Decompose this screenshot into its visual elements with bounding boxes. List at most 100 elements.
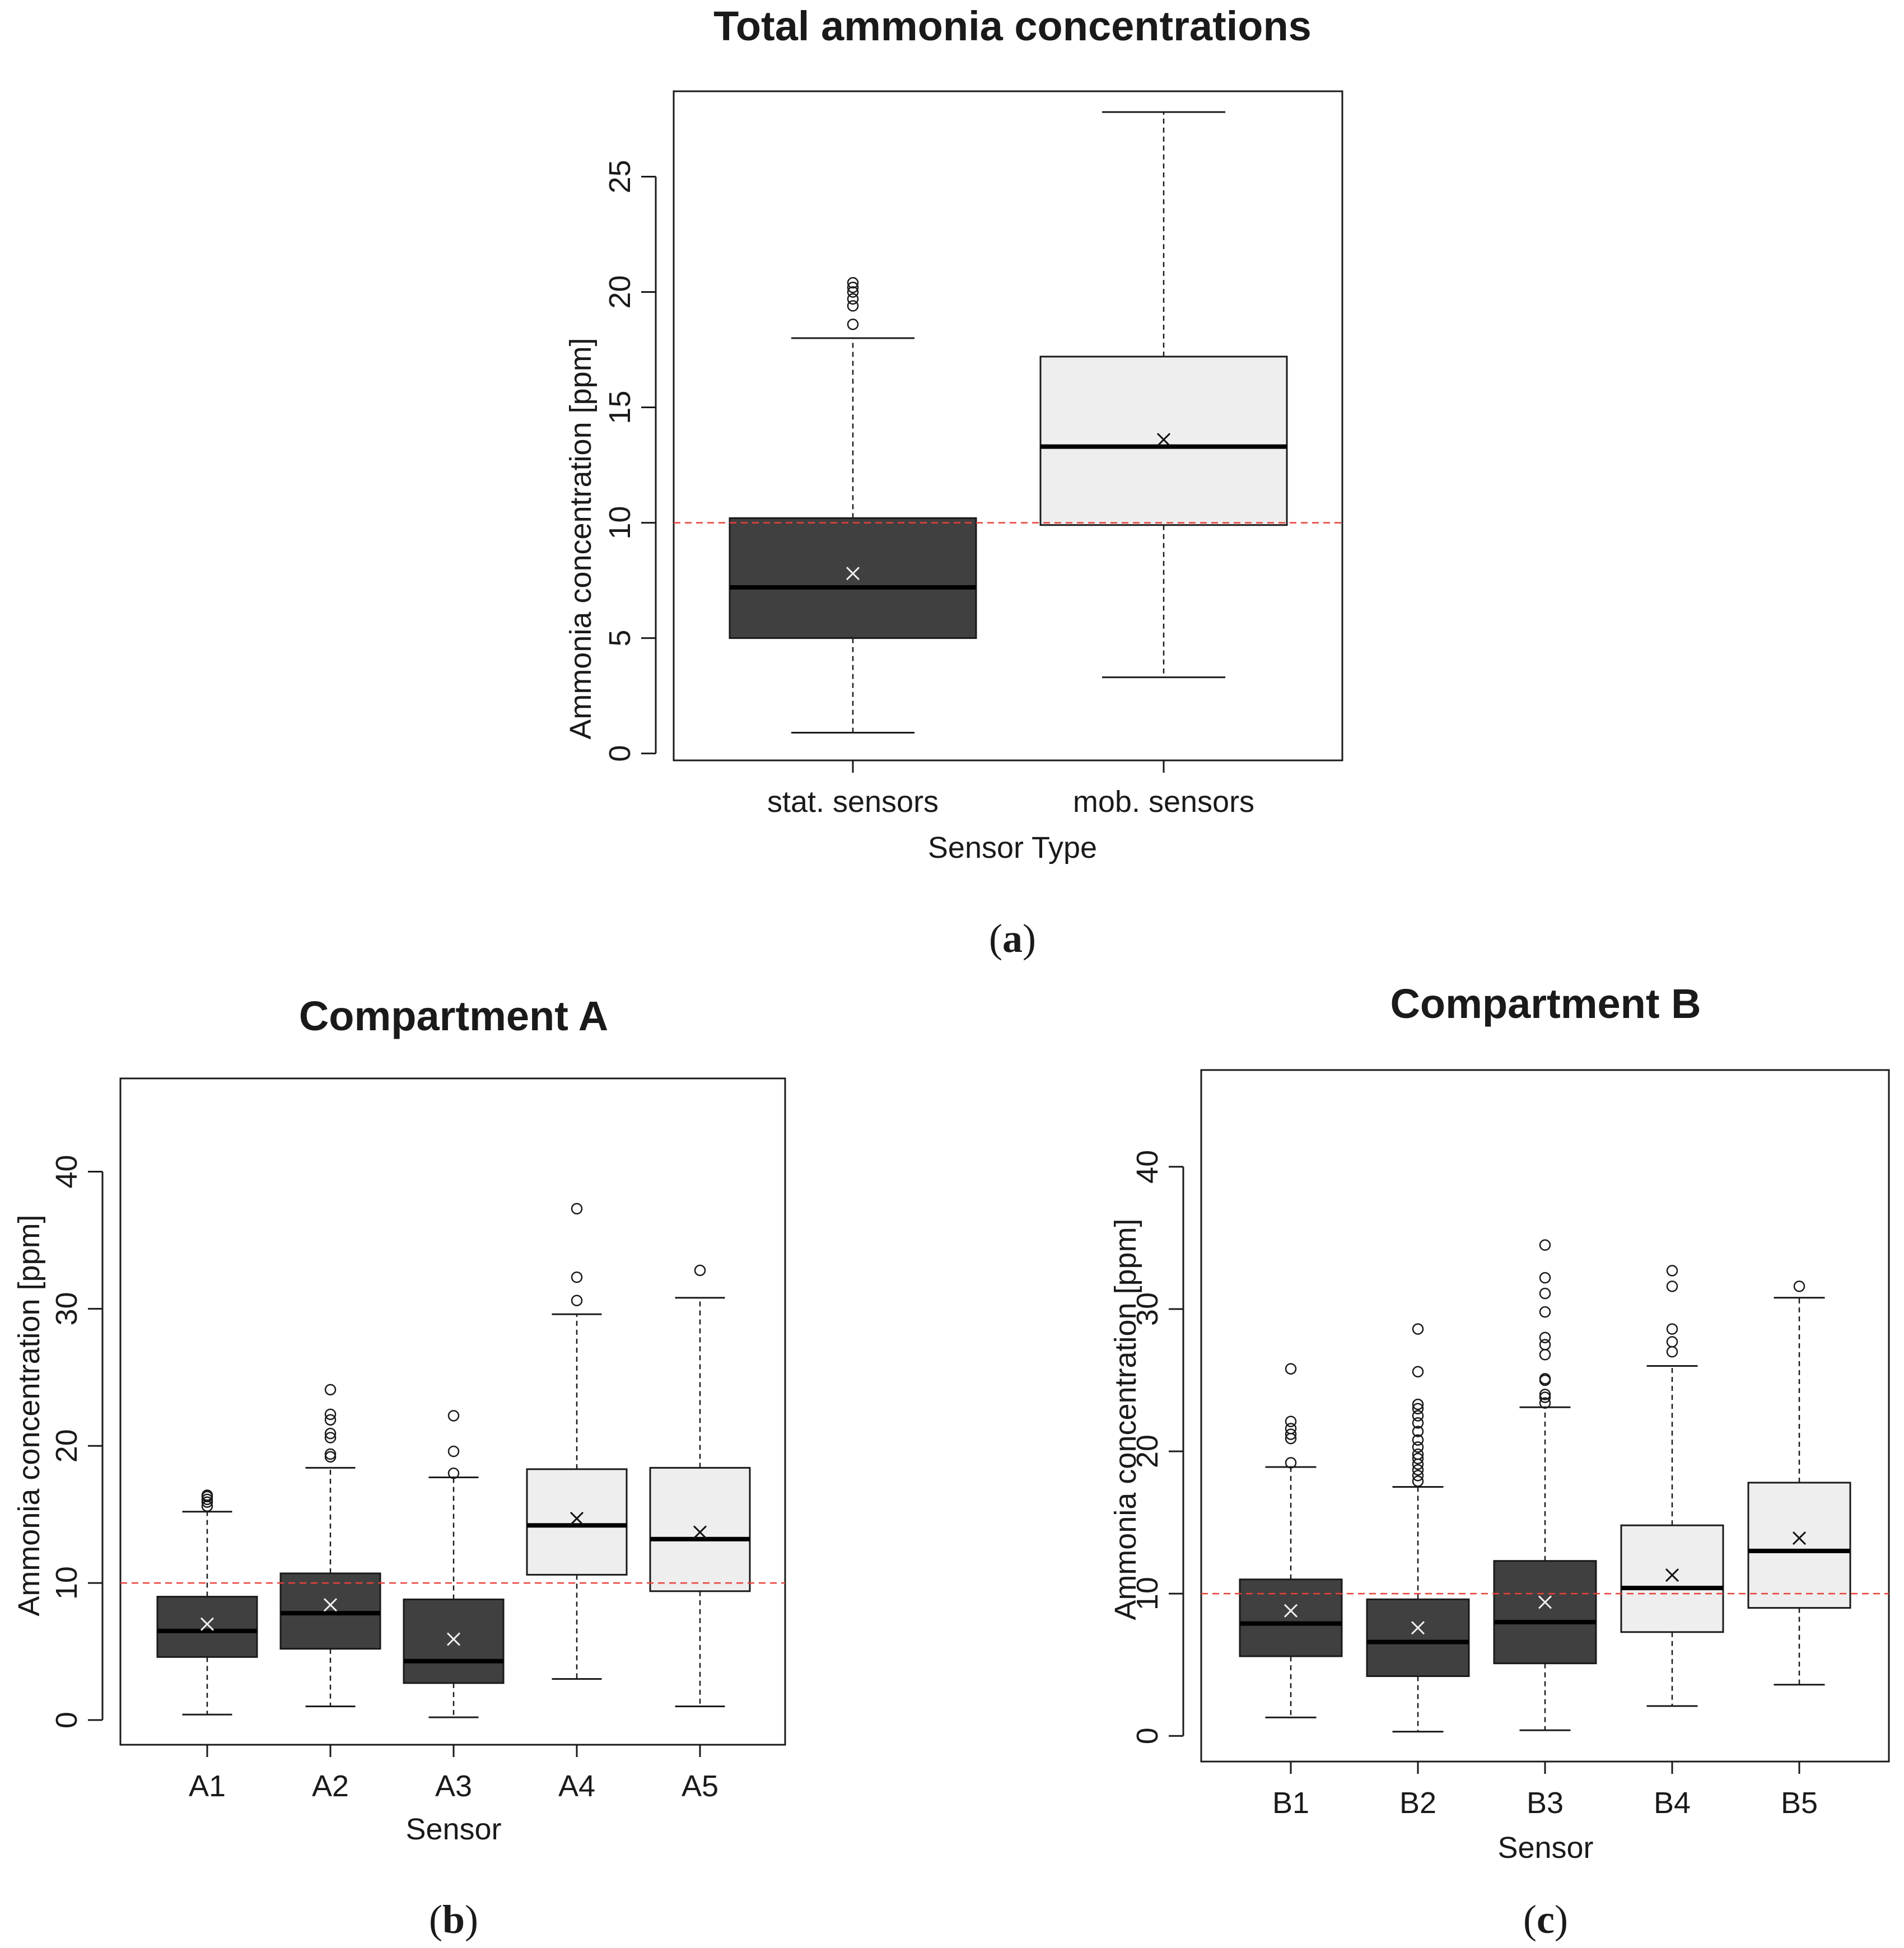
y-axis-label: Ammonia concentration [ppm] bbox=[12, 1214, 46, 1616]
outlier-point bbox=[324, 1427, 337, 1440]
y-tick-label: 10 bbox=[50, 1566, 83, 1600]
y-tick-label: 0 bbox=[50, 1712, 83, 1729]
y-tick-label: 15 bbox=[603, 390, 637, 424]
outlier-point bbox=[847, 286, 859, 298]
y-axis-label: Ammonia concentration [ppm] bbox=[1109, 1218, 1142, 1620]
outlier-point bbox=[1539, 1272, 1551, 1284]
box-b3 bbox=[1493, 1239, 1597, 1731]
box-stat-sensors bbox=[729, 277, 977, 734]
outlier-point bbox=[1793, 1281, 1805, 1292]
outlier-point bbox=[324, 1384, 337, 1396]
outlier-point bbox=[1285, 1457, 1297, 1469]
outlier-point bbox=[1285, 1423, 1297, 1435]
outlier-point bbox=[1539, 1348, 1551, 1361]
outlier-point bbox=[1285, 1363, 1297, 1375]
outlier-point bbox=[571, 1271, 583, 1283]
chart-title: Total ammonia concentrations bbox=[713, 3, 1312, 49]
outlier-point bbox=[571, 1295, 583, 1306]
outlier-point bbox=[324, 1414, 337, 1426]
x-tick-label: A5 bbox=[682, 1769, 718, 1803]
outlier-point bbox=[447, 1445, 460, 1458]
mean-marker bbox=[1665, 1568, 1679, 1582]
outlier-point bbox=[1412, 1448, 1424, 1460]
box-body bbox=[526, 1468, 628, 1576]
outlier-point bbox=[1412, 1403, 1424, 1415]
y-tick-label: 20 bbox=[1131, 1435, 1164, 1468]
box-a2 bbox=[279, 1384, 381, 1707]
y-tick-label: 10 bbox=[1131, 1577, 1164, 1610]
plot-frame bbox=[673, 90, 1343, 762]
mean-marker bbox=[446, 1632, 461, 1646]
outlier-point bbox=[1539, 1339, 1551, 1351]
x-tick-label: B3 bbox=[1527, 1786, 1564, 1820]
mean-marker bbox=[1284, 1604, 1298, 1618]
y-tick-label: 0 bbox=[1131, 1727, 1164, 1744]
y-tick-label: 40 bbox=[50, 1155, 83, 1188]
x-axis-label: Sensor bbox=[1497, 1831, 1593, 1865]
box-body bbox=[649, 1466, 751, 1592]
outlier-point bbox=[201, 1489, 213, 1501]
box-body bbox=[403, 1598, 505, 1684]
x-tick-label: A1 bbox=[189, 1769, 226, 1803]
outlier-point bbox=[1412, 1464, 1424, 1476]
outlier-point bbox=[1412, 1426, 1424, 1437]
outlier-point bbox=[1539, 1373, 1551, 1385]
mean-marker bbox=[1411, 1621, 1425, 1635]
box-body bbox=[1239, 1578, 1343, 1657]
chart-title: Compartment B bbox=[1390, 980, 1701, 1027]
outlier-point bbox=[1412, 1452, 1424, 1464]
outlier-point bbox=[324, 1432, 337, 1444]
outlier-point bbox=[847, 277, 859, 289]
outlier-point bbox=[447, 1467, 460, 1479]
outlier-point bbox=[847, 300, 859, 312]
mean-marker bbox=[1792, 1531, 1807, 1545]
outlier-point bbox=[1412, 1366, 1424, 1377]
box-a1 bbox=[156, 1489, 258, 1716]
y-tick-label: 20 bbox=[50, 1429, 83, 1463]
x-axis-label: Sensor bbox=[405, 1812, 501, 1846]
outlier-point bbox=[1285, 1428, 1297, 1440]
outlier-point bbox=[1412, 1441, 1424, 1453]
outlier-point bbox=[1539, 1239, 1551, 1251]
mean-marker bbox=[200, 1617, 214, 1631]
x-tick-label: A4 bbox=[558, 1769, 595, 1803]
panel-caption: (a) bbox=[989, 916, 1036, 961]
outlier-point bbox=[1412, 1475, 1424, 1487]
x-tick-label: B4 bbox=[1654, 1786, 1691, 1820]
box-b4 bbox=[1620, 1265, 1724, 1707]
x-tick-label: B1 bbox=[1272, 1786, 1309, 1820]
outlier-point bbox=[847, 293, 859, 305]
x-tick-label: B2 bbox=[1399, 1786, 1436, 1820]
outlier-point bbox=[1539, 1332, 1551, 1343]
outlier-point bbox=[1285, 1416, 1297, 1427]
outlier-point bbox=[1666, 1346, 1678, 1358]
box-body bbox=[729, 517, 977, 639]
outlier-point bbox=[1539, 1391, 1551, 1403]
x-tick-label: mob. sensors bbox=[1073, 785, 1254, 819]
outlier-point bbox=[1539, 1389, 1551, 1400]
mean-marker bbox=[570, 1511, 584, 1526]
outlier-point bbox=[1666, 1336, 1678, 1348]
box-body bbox=[1366, 1598, 1470, 1678]
x-tick-label: B5 bbox=[1781, 1786, 1818, 1820]
mean-marker bbox=[1156, 433, 1171, 447]
box-body bbox=[156, 1596, 258, 1658]
outlier-point bbox=[1412, 1469, 1424, 1482]
box-a5 bbox=[649, 1264, 751, 1707]
panel-b: Compartment A Ammonia concentration [ppm… bbox=[12, 993, 786, 1942]
outlier-point bbox=[1666, 1265, 1678, 1277]
outlier-point bbox=[1412, 1398, 1424, 1410]
panel-caption: (b) bbox=[429, 1897, 478, 1942]
outlier-point bbox=[1539, 1287, 1551, 1300]
box-a3 bbox=[403, 1410, 505, 1718]
y-tick-label: 0 bbox=[603, 745, 637, 762]
outlier-point bbox=[1666, 1281, 1678, 1292]
outlier-point bbox=[1412, 1323, 1424, 1335]
outlier-point bbox=[847, 282, 859, 293]
y-tick-label: 40 bbox=[1131, 1150, 1164, 1184]
outlier-point bbox=[1412, 1417, 1424, 1429]
box-b1 bbox=[1239, 1363, 1343, 1718]
mean-marker bbox=[846, 567, 860, 581]
box-body bbox=[1747, 1482, 1851, 1609]
